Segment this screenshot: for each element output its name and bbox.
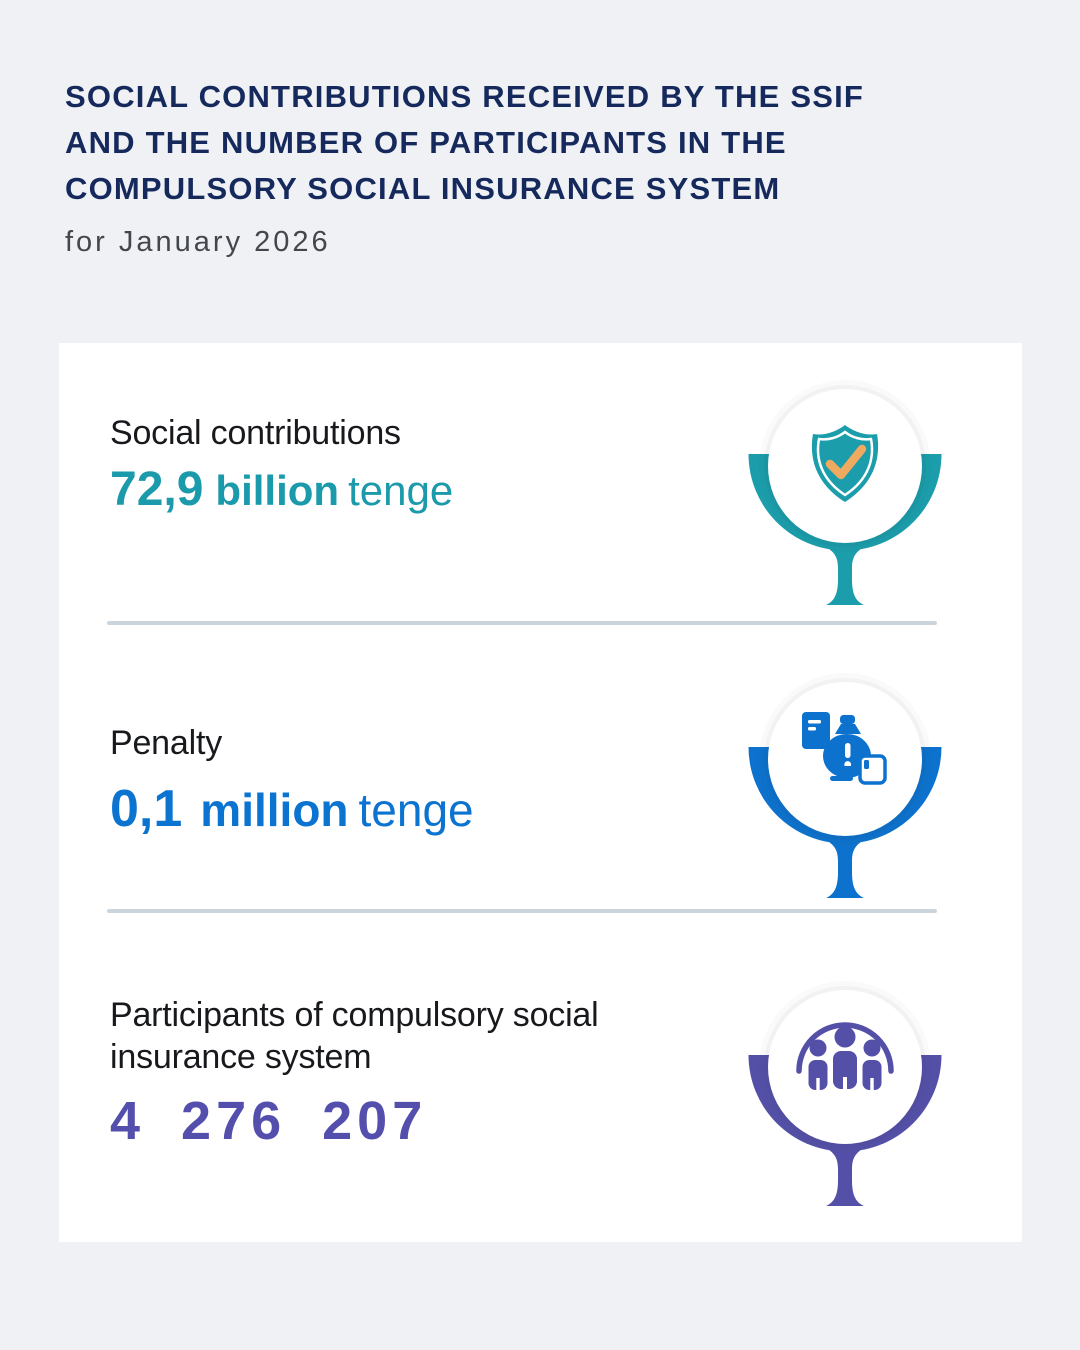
stat-number: 72,9 bbox=[110, 463, 204, 516]
page-title-line-3: COMPULSORY SOCIAL INSURANCE SYSTEM bbox=[65, 171, 781, 206]
stat-value-penalty: 0,1 million tenge bbox=[110, 783, 474, 835]
social-contributions-goblet-graphic bbox=[748, 385, 942, 605]
stat-currency: tenge bbox=[358, 784, 474, 836]
penalty-goblet-graphic bbox=[748, 678, 942, 898]
page-title: SOCIAL CONTRIBUTIONS RECEIVED BY THE SSI… bbox=[65, 74, 1015, 212]
stat-label-penalty: Penalty bbox=[110, 724, 223, 762]
shield-check-icon bbox=[811, 425, 879, 502]
stats-card: Social contributions 72,9 billion tenge Pe… bbox=[59, 343, 1022, 1242]
page-subtitle: for January 2026 bbox=[65, 226, 331, 258]
people-group-icon bbox=[796, 1022, 894, 1090]
row-divider bbox=[107, 621, 937, 625]
stat-value-participants: 4 276 207 bbox=[110, 1094, 427, 1148]
stat-currency: tenge bbox=[348, 467, 454, 514]
page-title-line-1: SOCIAL CONTRIBUTIONS RECEIVED BY THE SSI… bbox=[65, 79, 865, 114]
penalty-money-bag-gavel-icon bbox=[802, 712, 887, 785]
stat-number: 4 276 207 bbox=[110, 1091, 428, 1151]
stat-value-social-contributions: 72,9 billion tenge bbox=[110, 466, 453, 514]
participants-goblet-graphic bbox=[748, 986, 942, 1206]
stat-unit: million bbox=[200, 784, 349, 836]
page-title-line-2: AND THE NUMBER OF PARTICIPANTS IN THE bbox=[65, 125, 787, 160]
stat-label-social-contributions: Social contributions bbox=[110, 414, 401, 452]
row-divider bbox=[107, 909, 937, 913]
stat-unit: billion bbox=[215, 467, 340, 514]
stat-number: 0,1 bbox=[110, 780, 183, 838]
stat-label-participants: Participants of compulsory social insura… bbox=[110, 996, 599, 1076]
